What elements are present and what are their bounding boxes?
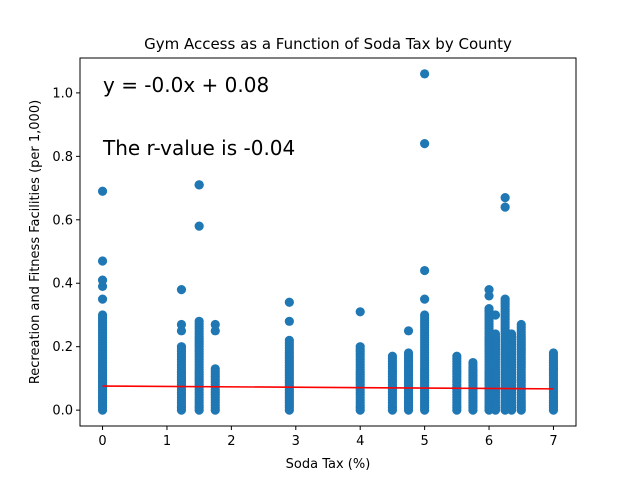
scatter-points (97, 69, 559, 415)
x-tick-label: 0 (98, 434, 106, 449)
data-point (97, 281, 108, 292)
data-point (97, 275, 108, 285)
data-point (468, 357, 478, 368)
data-point (490, 310, 501, 320)
data-point (194, 316, 204, 326)
data-point (176, 342, 187, 352)
data-point (420, 294, 430, 304)
x-axis-label: Soda Tax (%) (286, 457, 371, 472)
data-point (194, 221, 204, 231)
y-tick-label: 0.2 (52, 340, 73, 355)
data-point (210, 326, 220, 336)
data-point (97, 256, 108, 266)
data-point (284, 335, 294, 345)
data-point (210, 364, 220, 374)
x-tick-label: 2 (227, 434, 235, 449)
data-point (420, 310, 430, 320)
data-point (452, 351, 462, 361)
data-point (194, 180, 204, 190)
data-point (490, 329, 501, 339)
x-tick-label: 5 (420, 434, 428, 449)
x-tick-label: 3 (292, 434, 300, 449)
data-point (516, 319, 526, 330)
y-tick-label: 0.4 (52, 277, 73, 292)
data-point (355, 342, 365, 352)
data-point (484, 291, 494, 301)
x-tick-label: 7 (549, 434, 557, 449)
data-point (420, 69, 430, 79)
plot-frame (79, 57, 577, 427)
data-point (484, 304, 494, 314)
data-point (97, 310, 108, 320)
data-point (548, 348, 559, 358)
regression-line-layer (102, 385, 554, 390)
y-axis-label: Recreation and Fitness Facilities (per 1… (28, 100, 43, 384)
y-tick-label: 0.8 (52, 150, 73, 165)
data-point (176, 326, 187, 336)
data-point (97, 186, 108, 196)
data-point (484, 284, 494, 295)
chart-title: Gym Access as a Function of Soda Tax by … (144, 35, 512, 53)
data-point (548, 357, 559, 368)
regression-line (102, 385, 554, 390)
data-point (403, 348, 414, 358)
data-point (500, 294, 510, 304)
data-point (284, 316, 294, 326)
data-point (500, 202, 510, 212)
data-point (506, 332, 517, 342)
data-point (176, 284, 187, 295)
data-point (284, 297, 294, 307)
data-point (355, 307, 365, 317)
r-value-annotation: The r-value is -0.04 (102, 136, 295, 160)
x-axis-ticks: 0 1 2 3 4 5 6 7 (98, 426, 558, 449)
data-point (420, 265, 430, 276)
y-tick-label: 0.0 (52, 404, 73, 419)
data-point (548, 364, 559, 374)
y-axis-ticks: 0.0 0.2 0.4 0.6 0.8 1.0 (52, 86, 80, 419)
data-point (403, 326, 414, 336)
data-point (176, 319, 187, 330)
data-point (210, 319, 220, 330)
y-tick-label: 0.6 (52, 213, 73, 228)
x-tick-label: 1 (163, 434, 171, 449)
data-point (387, 351, 398, 361)
data-point (500, 192, 510, 203)
y-tick-label: 1.0 (52, 86, 73, 101)
x-tick-label: 6 (485, 434, 493, 449)
data-point (420, 139, 430, 149)
x-tick-label: 4 (356, 434, 364, 449)
regression-equation-annotation: y = -0.0x + 0.08 (103, 73, 269, 97)
data-point (97, 294, 108, 304)
